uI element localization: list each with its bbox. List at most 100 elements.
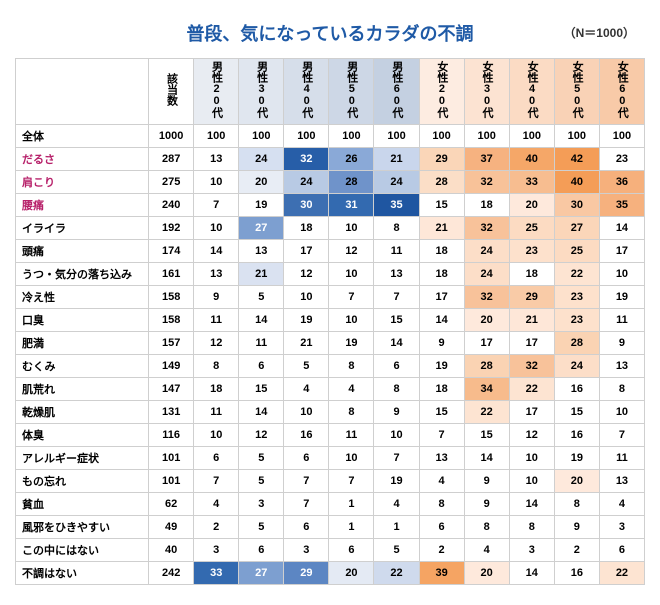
data-cell: 18	[419, 239, 464, 262]
row-count: 116	[149, 423, 194, 446]
data-cell: 22	[554, 262, 599, 285]
data-cell: 10	[194, 216, 239, 239]
data-cell: 28	[419, 170, 464, 193]
data-cell: 9	[374, 400, 419, 423]
data-cell: 10	[284, 400, 329, 423]
data-cell: 100	[284, 124, 329, 147]
data-cell: 100	[599, 124, 644, 147]
data-cell: 13	[239, 239, 284, 262]
data-cell: 14	[509, 561, 554, 584]
data-cell: 20	[554, 469, 599, 492]
data-cell: 17	[599, 239, 644, 262]
data-cell: 3	[599, 515, 644, 538]
data-cell: 14	[374, 331, 419, 354]
data-cell: 10	[509, 469, 554, 492]
data-cell: 7	[329, 285, 374, 308]
row-count: 158	[149, 285, 194, 308]
data-cell: 28	[554, 331, 599, 354]
data-cell: 100	[329, 124, 374, 147]
data-cell: 30	[284, 193, 329, 216]
data-cell: 40	[509, 147, 554, 170]
row-count: 240	[149, 193, 194, 216]
data-cell: 4	[419, 469, 464, 492]
data-cell: 7	[419, 423, 464, 446]
data-cell: 19	[284, 308, 329, 331]
data-cell: 19	[554, 446, 599, 469]
row-label: 肩こり	[16, 170, 149, 193]
data-cell: 18	[284, 216, 329, 239]
row-label: もの忘れ	[16, 469, 149, 492]
col-header: 男性40代	[284, 59, 329, 125]
data-cell: 21	[509, 308, 554, 331]
data-cell: 15	[239, 377, 284, 400]
data-cell: 8	[464, 515, 509, 538]
data-cell: 18	[419, 377, 464, 400]
data-cell: 25	[554, 239, 599, 262]
data-cell: 16	[554, 423, 599, 446]
row-count: 147	[149, 377, 194, 400]
data-cell: 5	[239, 469, 284, 492]
data-cell: 14	[464, 446, 509, 469]
data-cell: 12	[329, 239, 374, 262]
data-cell: 18	[464, 193, 509, 216]
data-cell: 100	[239, 124, 284, 147]
data-cell: 10	[194, 423, 239, 446]
data-cell: 27	[239, 216, 284, 239]
data-cell: 11	[599, 446, 644, 469]
row-count: 131	[149, 400, 194, 423]
data-cell: 17	[509, 400, 554, 423]
data-cell: 14	[599, 216, 644, 239]
data-cell: 10	[284, 285, 329, 308]
data-cell: 8	[194, 354, 239, 377]
data-cell: 13	[419, 446, 464, 469]
data-cell: 5	[239, 285, 284, 308]
data-cell: 6	[284, 446, 329, 469]
row-label: むくみ	[16, 354, 149, 377]
data-cell: 21	[374, 147, 419, 170]
data-cell: 15	[374, 308, 419, 331]
data-cell: 15	[419, 193, 464, 216]
row-count: 192	[149, 216, 194, 239]
data-cell: 19	[239, 193, 284, 216]
row-label: 腰痛	[16, 193, 149, 216]
row-count: 40	[149, 538, 194, 561]
data-cell: 1	[329, 515, 374, 538]
data-cell: 17	[509, 331, 554, 354]
data-cell: 12	[239, 423, 284, 446]
row-label: 貧血	[16, 492, 149, 515]
row-count: 49	[149, 515, 194, 538]
data-cell: 14	[239, 308, 284, 331]
data-cell: 7	[599, 423, 644, 446]
data-cell: 8	[599, 377, 644, 400]
data-cell: 100	[194, 124, 239, 147]
data-cell: 7	[329, 469, 374, 492]
col-header: 女性40代	[509, 59, 554, 125]
row-count: 1000	[149, 124, 194, 147]
data-cell: 7	[374, 446, 419, 469]
data-cell: 6	[599, 538, 644, 561]
col-header: 女性50代	[554, 59, 599, 125]
data-cell: 6	[194, 446, 239, 469]
row-label: この中にはない	[16, 538, 149, 561]
data-cell: 5	[239, 446, 284, 469]
row-label: 乾燥肌	[16, 400, 149, 423]
data-cell: 10	[329, 308, 374, 331]
data-cell: 4	[374, 492, 419, 515]
row-count: 242	[149, 561, 194, 584]
data-cell: 13	[194, 147, 239, 170]
data-cell: 37	[464, 147, 509, 170]
data-cell: 9	[599, 331, 644, 354]
row-label: 肥満	[16, 331, 149, 354]
data-cell: 12	[194, 331, 239, 354]
data-cell: 6	[419, 515, 464, 538]
data-cell: 18	[509, 262, 554, 285]
data-cell: 14	[194, 239, 239, 262]
data-cell: 35	[374, 193, 419, 216]
col-header: 女性30代	[464, 59, 509, 125]
col-header: 該当数	[149, 59, 194, 125]
row-count: 62	[149, 492, 194, 515]
data-cell: 2	[419, 538, 464, 561]
data-cell: 27	[554, 216, 599, 239]
data-cell: 1	[374, 515, 419, 538]
data-cell: 28	[329, 170, 374, 193]
